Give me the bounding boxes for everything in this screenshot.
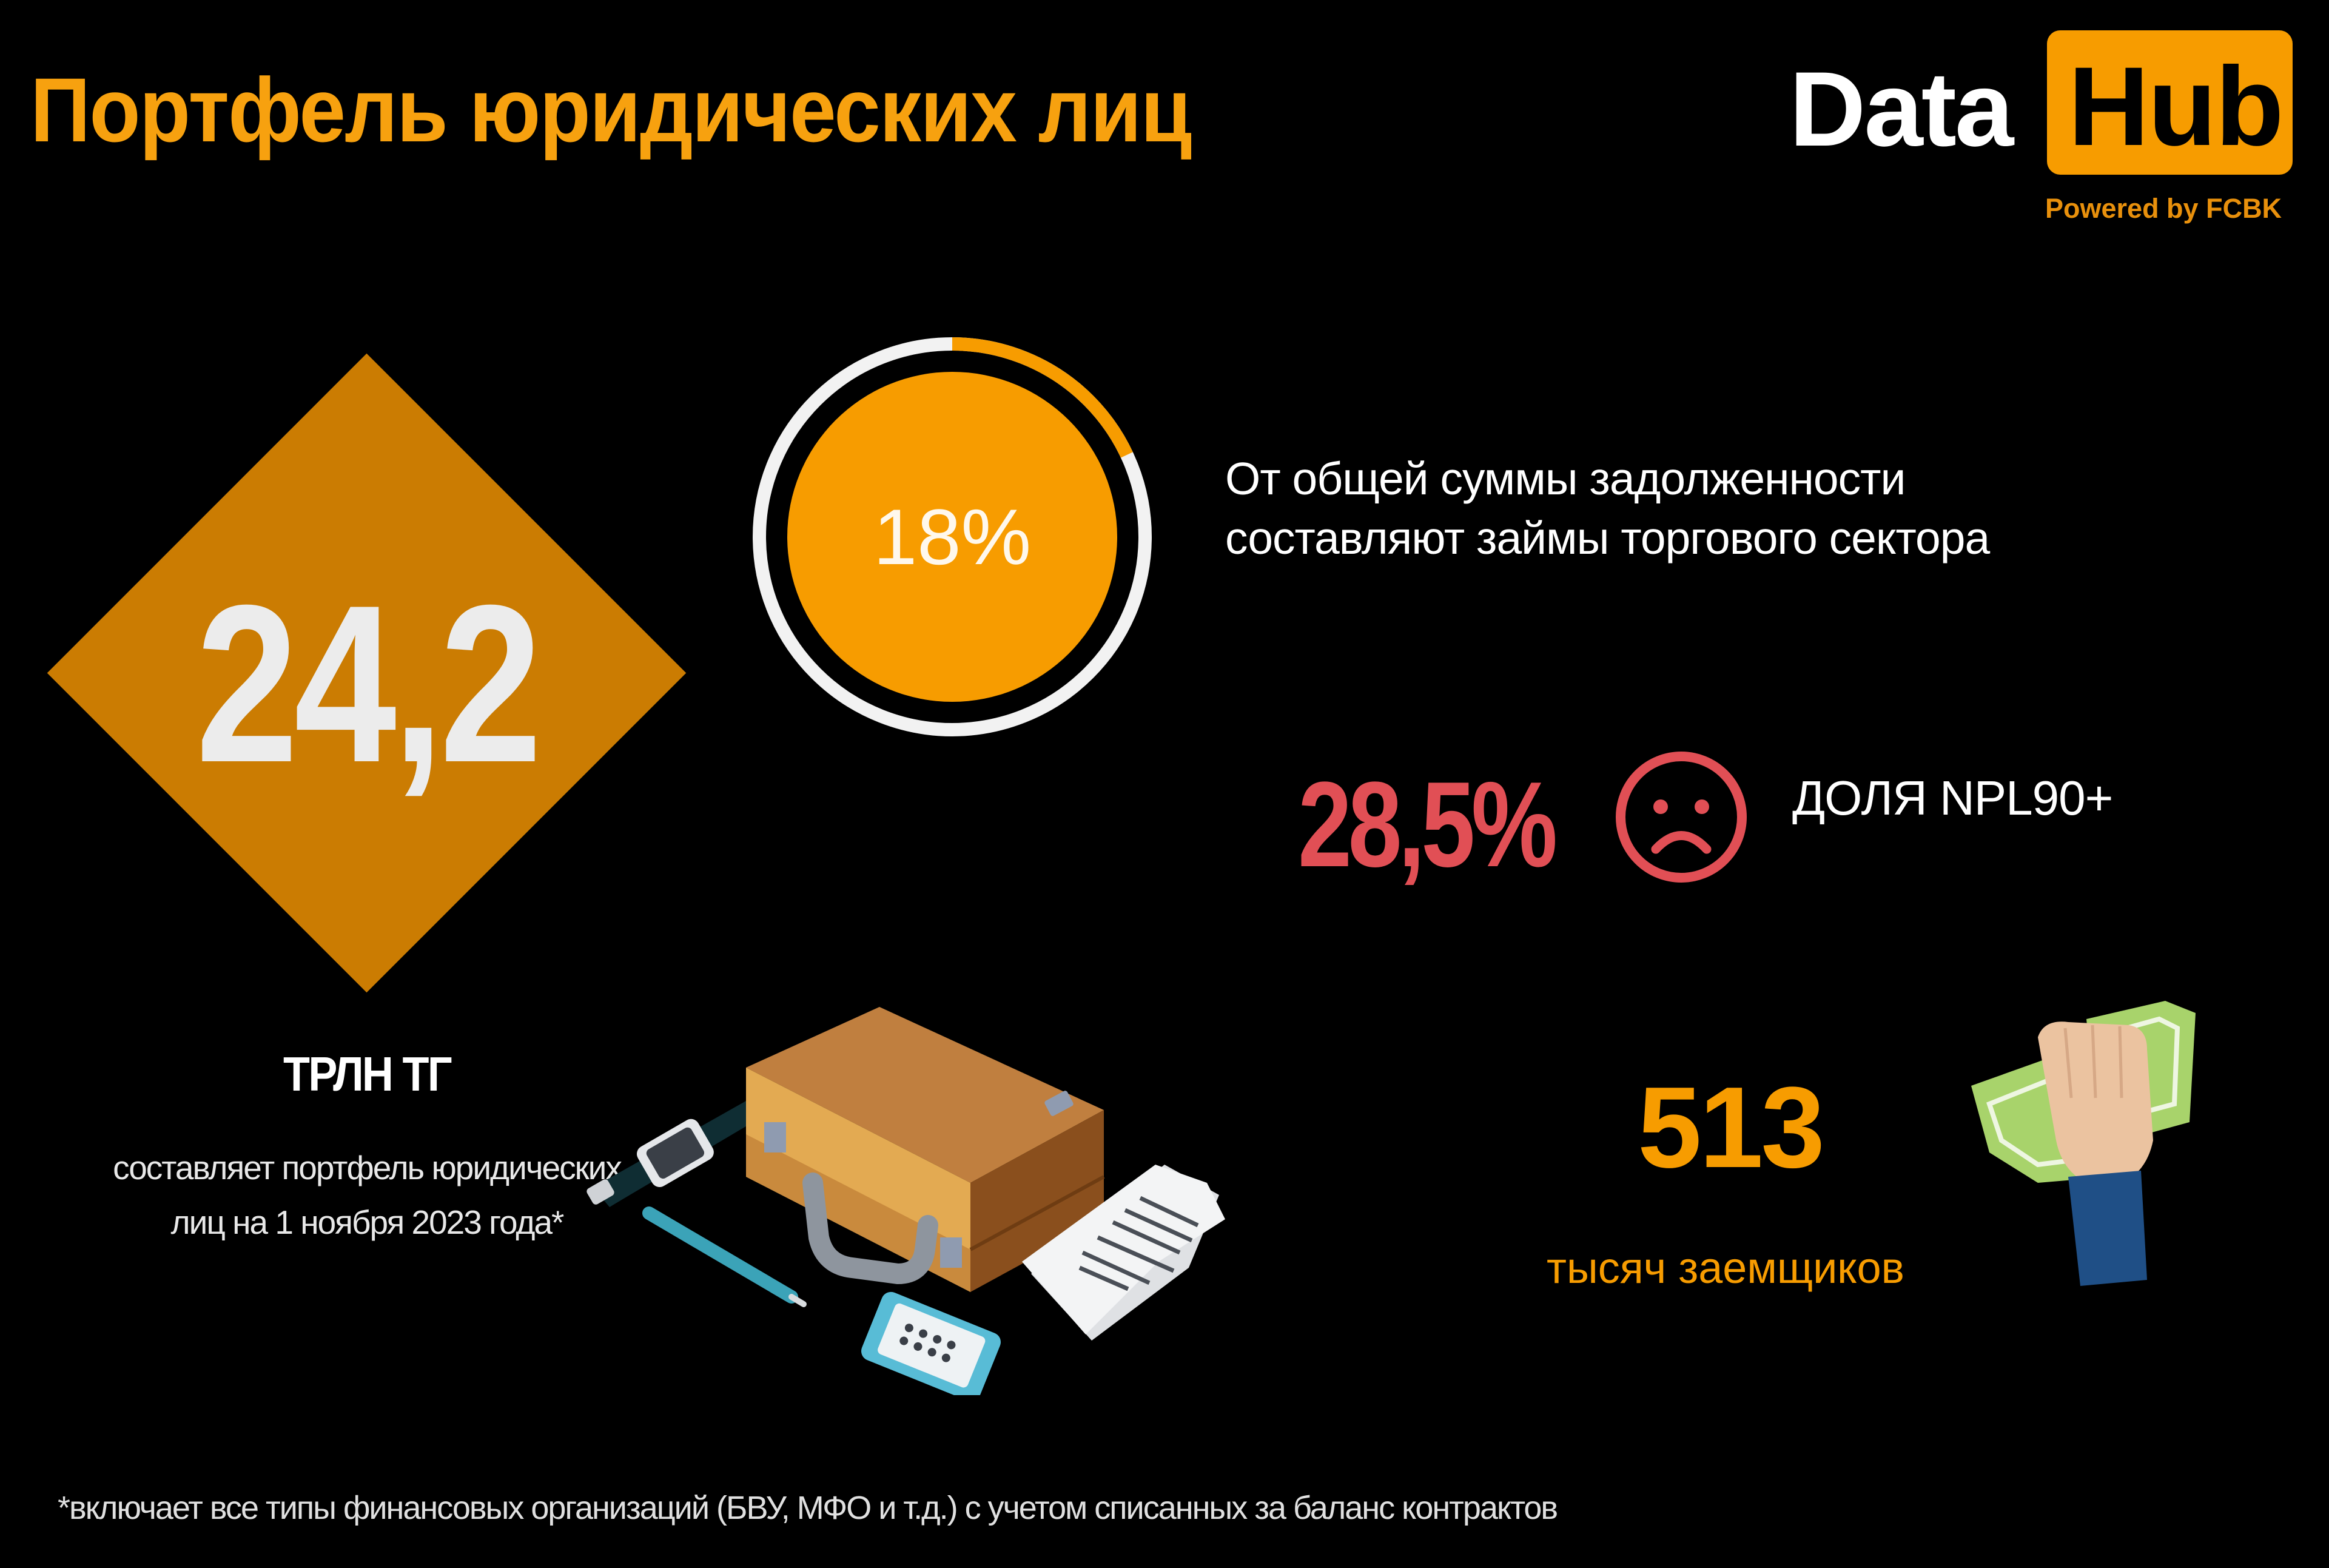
hand-holding-money-icon bbox=[1971, 1001, 2196, 1286]
portfolio-value: 24,2 bbox=[195, 559, 542, 809]
logo-hub-box bbox=[2047, 30, 2293, 175]
sad-face-icon bbox=[1616, 752, 1747, 883]
logo-tagline: Powered by FCBK bbox=[2045, 193, 2282, 224]
portfolio-unit: ТРЛН ТГ bbox=[283, 1047, 452, 1101]
portfolio-diamond: 24,2 bbox=[47, 353, 687, 993]
statement-line-1: От общей суммы задолженности bbox=[1225, 453, 1906, 504]
portfolio-description: составляет портфель юридических лиц на 1… bbox=[113, 1149, 622, 1241]
briefcase-with-accessories-icon bbox=[586, 1007, 1225, 1395]
logo-word-hub: Hub bbox=[2068, 44, 2284, 169]
borrowers-label: тысяч заемщиков bbox=[1547, 1244, 1904, 1293]
trade-share-statement: От общей суммы задолженности составляют … bbox=[1225, 449, 1990, 568]
footnote: *включает все типы финансовых организаци… bbox=[58, 1490, 1558, 1526]
npl-label: ДОЛЯ NPL90+ bbox=[1792, 771, 2113, 825]
trade-share-ring: 18% bbox=[746, 331, 1158, 743]
borrowers-value: 513 bbox=[1638, 1063, 1825, 1192]
trade-share-percent: 18% bbox=[873, 493, 1032, 581]
page-title: Портфель юридических лиц bbox=[30, 59, 1192, 161]
progress-ring bbox=[753, 337, 1152, 736]
statement-line-2: составляют займы торгового сектора bbox=[1225, 513, 1990, 564]
logo-word-data: Data bbox=[1789, 50, 2014, 169]
npl-value: 28,5% bbox=[1298, 757, 1558, 892]
